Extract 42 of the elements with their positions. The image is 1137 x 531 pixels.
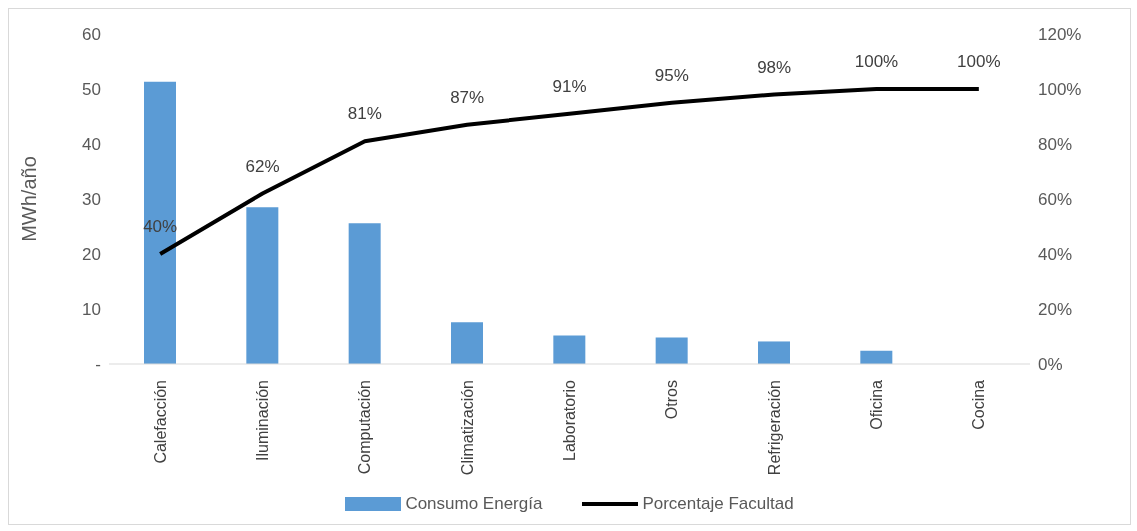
data-label: 95% — [654, 65, 689, 85]
y-tick-label: 60 — [82, 25, 101, 45]
x-tick-label: Refrigeración — [765, 380, 783, 476]
bar — [246, 207, 279, 364]
y2-tick-label: 120% — [1038, 25, 1082, 45]
x-tick-label: Climatización — [458, 380, 476, 476]
data-label: 100% — [854, 52, 899, 71]
y-tick-label: 10 — [82, 300, 101, 320]
legend-label: Porcentaje Facultad — [642, 494, 794, 514]
bar — [655, 337, 688, 364]
x-tick-label: Calefacción — [151, 380, 169, 464]
data-label: 62% — [245, 156, 280, 176]
y2-tick-label: 80% — [1038, 135, 1073, 155]
x-tick-label: Iluminación — [254, 380, 271, 461]
bar — [348, 223, 381, 364]
legend-label: Consumo Energía — [405, 494, 543, 514]
y-tick-label: 30 — [82, 190, 101, 210]
bar — [451, 322, 483, 364]
y-tick-label: 50 — [82, 80, 101, 100]
data-label: 98% — [757, 57, 792, 77]
y2-tick-label: 20% — [1038, 300, 1073, 320]
y2-tick-label: 40% — [1038, 245, 1073, 265]
data-label: 100% — [957, 52, 1001, 71]
bar — [553, 335, 586, 364]
y-tick-label: - — [95, 355, 101, 375]
y-axis-title: MWh/año — [18, 156, 41, 242]
bar — [144, 81, 176, 364]
y-tick-label: 20 — [82, 245, 101, 265]
y2-tick-label: 60% — [1038, 190, 1073, 210]
data-label: 87% — [450, 87, 485, 107]
y2-tick-label: 100% — [1038, 80, 1082, 100]
bar — [758, 341, 790, 364]
y2-tick-label: 0% — [1038, 355, 1063, 375]
x-tick-label: Computación — [356, 380, 374, 475]
x-tick-label: Laboratorio — [561, 379, 578, 461]
data-label: 81% — [347, 104, 382, 124]
x-tick-label: Oficina — [868, 379, 885, 430]
x-tick-label: Otros — [663, 380, 681, 420]
data-label: 91% — [552, 76, 587, 96]
y-tick-label: 40 — [82, 135, 101, 155]
bar — [860, 350, 893, 364]
x-tick-label: Cocina — [970, 379, 988, 430]
